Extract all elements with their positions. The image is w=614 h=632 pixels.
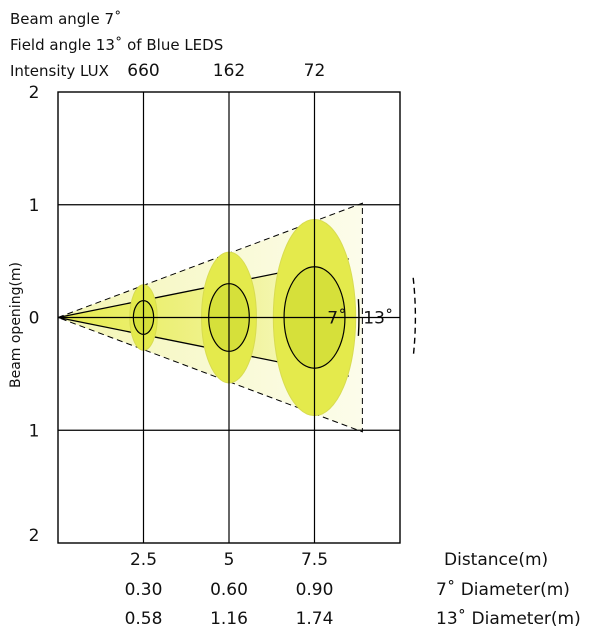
chart-grid <box>57 91 401 544</box>
y-tick-label: 2 <box>29 83 40 103</box>
x-tick-label: 5 <box>224 550 235 570</box>
intensity-label: Intensity LUX <box>10 62 109 80</box>
diameter-value: 1.16 <box>210 609 248 629</box>
intensity-value: 72 <box>304 61 326 81</box>
x-axis-ticks: 2.5 5 7.5 Distance(m) <box>130 550 548 570</box>
diameter-value: 0.58 <box>125 609 163 629</box>
x-tick-label: 2.5 <box>130 550 157 570</box>
intensity-values: 660 162 72 <box>127 61 325 81</box>
field-angle-label: Field angle 13˚ of Blue LEDS <box>10 36 223 54</box>
y-tick-label: 1 <box>29 421 40 441</box>
y-tick-label: 1 <box>29 196 40 216</box>
intensity-value: 660 <box>127 61 159 81</box>
beam-angle-label: Beam angle 7˚ <box>10 10 122 28</box>
y-tick-label: 2 <box>29 526 40 546</box>
diameter-value: 0.90 <box>296 580 334 600</box>
field-angle-arc <box>412 277 417 358</box>
series-label: 7˚ Diameter(m) <box>436 579 570 600</box>
y-tick-label: 0 <box>29 309 40 329</box>
diameter-value: 1.74 <box>296 609 334 629</box>
y-axis-ticks: 2 1 0 1 2 <box>29 83 40 546</box>
diameter-value: 0.30 <box>125 580 163 600</box>
intensity-value: 162 <box>213 61 245 81</box>
x-tick-label: 7.5 <box>301 550 328 570</box>
series-label: 13˚ Diameter(m) <box>436 608 581 629</box>
diameter-table: 0.30 0.60 0.90 7˚ Diameter(m) 0.58 1.16 1.74 13… <box>125 579 581 629</box>
x-axis-label: Distance(m) <box>444 550 548 570</box>
y-axis-label: Beam opening(m) <box>8 262 24 388</box>
diameter-value: 0.60 <box>210 580 248 600</box>
